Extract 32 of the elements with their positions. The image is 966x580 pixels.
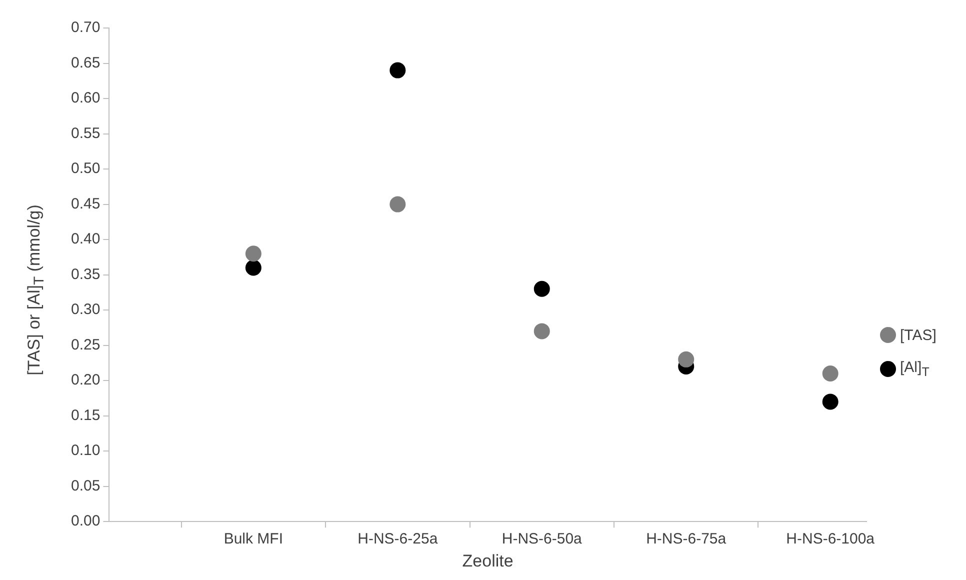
y-tick-label: 0.55: [70, 124, 100, 142]
x-tick-label: H-NS-6-50a: [502, 530, 583, 548]
y-tick-label: 0.65: [70, 54, 100, 72]
y-tick-label: 0.05: [70, 477, 100, 494]
y-tick-label: 0.25: [70, 336, 100, 354]
point: [245, 260, 262, 276]
y-tick-label: 0.50: [70, 160, 100, 178]
point: [822, 366, 838, 382]
x-tick-label: H-NS-6-100a: [786, 530, 876, 548]
y-tick-label: 0.10: [70, 442, 100, 460]
y-tick-label: 0.40: [70, 230, 100, 248]
point: [822, 394, 838, 410]
x-tick-label: H-NS-6-75a: [646, 530, 727, 548]
point: [534, 323, 550, 340]
point: [534, 280, 550, 297]
x-tick-label: H-NS-6-25a: [358, 530, 438, 548]
point: [390, 62, 406, 78]
y-tick-label: 0.60: [70, 90, 100, 107]
y-tick-label: 0.45: [70, 195, 100, 212]
x-axis-title: Zeolite: [462, 551, 514, 570]
point: [678, 351, 694, 368]
x-tick-label: Bulk MFI: [224, 530, 284, 548]
y-tick-label: 0.20: [70, 372, 100, 389]
legend-label: [TAS]: [900, 326, 936, 344]
y-tick-label: 0.70: [70, 19, 100, 36]
legend-label: [Al]$_{T}$: [900, 359, 930, 379]
y-tick-label: 0.15: [70, 406, 100, 424]
y-tick-label: 0.35: [70, 266, 100, 283]
y-tick-label: 0.30: [70, 301, 100, 318]
point: [390, 196, 406, 212]
point: [245, 246, 262, 262]
y-tick-label: 0.00: [70, 512, 100, 530]
